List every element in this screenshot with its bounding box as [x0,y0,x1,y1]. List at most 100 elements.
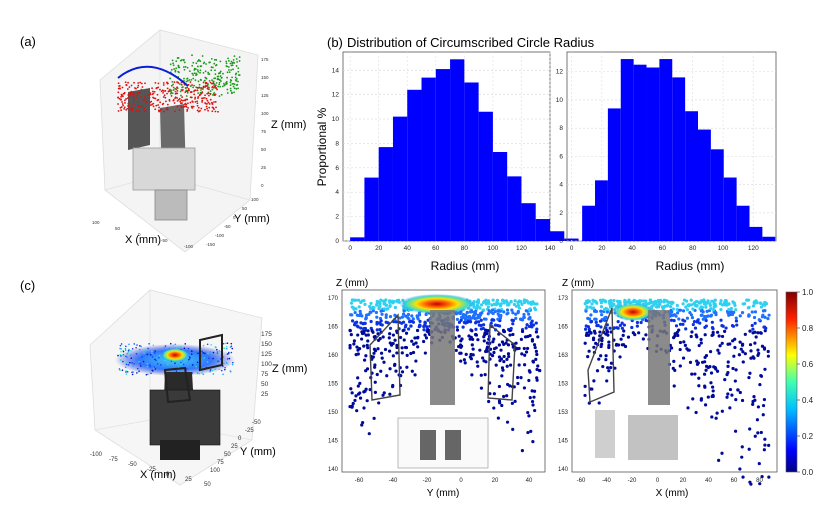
panel-c-y-tick: 0 [238,436,242,442]
heatmap-right-x-tick: 40 [705,478,712,484]
panel-a-z-tick: 0 [261,183,264,188]
h1-xtick: 120 [516,245,527,252]
panel-a-x-tick: 50 [115,226,121,231]
h2-bar [595,180,608,241]
heatmap-left-x-label: Y (mm) [427,488,460,499]
heatmap-left-y-tick: 140 [328,467,339,473]
h1-bar [378,147,393,241]
heatmap-right-y-tick: 153 [558,410,569,416]
colorbar-tick: 0.0 [802,468,814,477]
histogram-right-xlabel: Radius (mm) [656,259,725,273]
panel-a-z-tick: 25 [261,165,267,170]
heatmap-right-x-tick: 20 [680,478,687,484]
h2-bar [710,149,724,241]
heatmap-left-y-tick: 170 [328,296,339,302]
panel-c-z-tick: 75 [261,371,269,378]
h1-xtick: 60 [432,245,440,252]
panel-a-z-tick: 125 [261,93,269,98]
h1-xtick: 0 [348,245,352,252]
panel-a-y-tick: 50 [242,206,248,211]
h2-xtick: 60 [659,245,667,252]
panel-c-z-label: Z (mm) [272,363,307,375]
h1-xtick: 140 [545,245,556,252]
h2-bar [736,205,750,241]
h1-bar [564,238,579,241]
heatmap-left-y-tick: 160 [328,353,339,359]
heatmap-left-z-label: Z (mm) [336,278,368,289]
heatmap-left: 170 165 160 155 150 145 140 -60 -40 -20 0 20 40 Z (… [328,278,546,499]
colorbar: 1.0 0.8 0.6 0.4 0.2 0.0 [785,288,814,477]
h1-bar [464,82,479,241]
panel-c-y-tick: 75 [217,460,224,466]
h2-ytick: 2 [559,210,563,217]
histogram-right: 0 20 40 60 80 100 120 0 2 4 6 8 10 12 Radius (mm) [556,51,777,273]
panel-c-x-label: X (mm) [140,469,176,481]
h1-xtick: 100 [487,245,498,252]
heatmap-right: 173 165 163 153 153 145 140 -60 -40 -20 0 20 40 60 80… [558,278,778,499]
h2-ytick: 12 [556,69,564,76]
h2-xtick: 120 [748,245,759,252]
panel-c-x-tick: -100 [90,452,103,458]
colorbar-tick: 0.2 [802,432,814,441]
panel-c-y-tick: -25 [245,428,254,434]
panel-c-y-tick: 50 [224,452,231,458]
panel-label-c: (c) [20,278,35,293]
h1-bar [350,237,365,241]
h1-bar [535,219,550,241]
h2-ytick: 8 [559,125,563,132]
heatmap-left-y-tick: 155 [328,382,339,388]
panel-a-y-tick: -50 [224,224,231,229]
panel-c-y-label: Y (mm) [240,446,276,458]
panel-label-b: (b) [327,35,343,50]
panel-c-z-tick: 175 [261,331,272,338]
panel-a-y-tick: -100 [215,233,225,238]
panel-a-x-label: X (mm) [125,234,161,246]
heatmap-right-z-label: Z (mm) [562,278,594,289]
heatmap-left-x-tick: 20 [492,478,499,484]
heatmap-left-x-tick: -20 [423,478,432,484]
h1-xtick: 40 [404,245,412,252]
h2-xtick: 40 [629,245,637,252]
histogram-left-ylabel: Proportional % [315,107,329,186]
heatmap-right-y-tick: 153 [558,382,569,388]
h2-bar [659,59,673,241]
heatmap-left-x-tick: 40 [526,478,533,484]
panel-a-y-tick: 0 [233,215,236,220]
h2-bar [646,67,660,241]
h2-ytick: 10 [556,97,564,104]
panel-label-a: (a) [20,34,36,49]
h2-bar [723,177,737,241]
h1-bar [407,89,422,241]
h1-ytick: 12 [332,92,340,99]
heatmap-left-x-tick: -60 [355,478,364,484]
figure-title: Distribution of Circumscribed Circle Rad… [347,35,595,50]
heatmap-left-y-tick: 165 [328,325,339,331]
panel-a-z-tick: 100 [261,111,269,116]
red-point-cloud [117,81,219,113]
panel-c-x-tick: 0 [166,472,170,478]
h2-bar [672,77,686,241]
h2-bar [698,129,711,241]
h1-bar [364,177,379,241]
heatmap-right-y-tick: 173 [558,296,569,302]
colorbar-tick: 0.8 [802,324,814,333]
panel-a-y-tick: -150 [206,242,216,247]
heatmap-right-y-tick: 145 [558,439,569,445]
panel-a-x-tick: -50 [161,238,168,243]
panel-c-z-tick: 50 [261,381,269,388]
h1-xtick: 80 [461,245,469,252]
heatmap-right-x-tick: -60 [577,478,586,484]
h1-ytick: 6 [335,165,339,172]
h1-bar [421,77,436,242]
panel-a-x-tick: 0 [138,232,141,237]
h1-bar [392,116,408,241]
panel-c-x-tick: 25 [185,477,192,483]
heatmap-right-y-tick: 165 [558,325,569,331]
heatmap-right-x-tick: -20 [628,478,637,484]
h1-bar [478,111,493,242]
h2-ytick: 6 [559,153,563,160]
h2-bar [762,236,776,241]
